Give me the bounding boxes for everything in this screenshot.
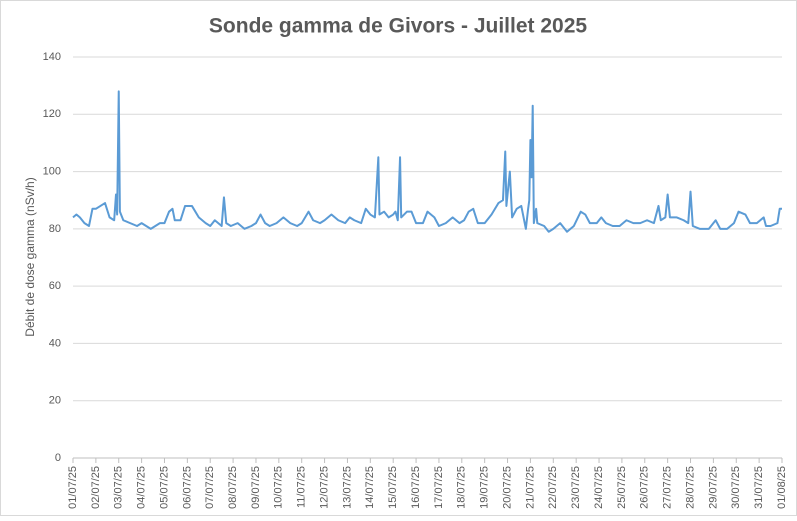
x-tick-label: 26/07/25 xyxy=(639,466,651,509)
x-tick-label: 03/07/25 xyxy=(113,466,125,509)
x-tick-label: 31/07/25 xyxy=(753,466,765,509)
x-tick-label: 22/07/25 xyxy=(547,466,559,509)
y-tick-label: 60 xyxy=(49,280,61,292)
x-tick-label: 24/07/25 xyxy=(593,466,605,509)
x-tick-label: 17/07/25 xyxy=(433,466,445,509)
x-tick-label: 11/07/25 xyxy=(296,466,308,508)
x-tick-label: 19/07/25 xyxy=(479,466,491,509)
x-tick-label: 07/07/25 xyxy=(204,466,216,509)
x-tick-label: 29/07/25 xyxy=(707,466,719,509)
x-tick-label: 23/07/25 xyxy=(570,466,582,509)
x-tick-label: 05/07/25 xyxy=(158,466,170,509)
x-tick-label: 13/07/25 xyxy=(341,466,353,509)
x-tick-label: 10/07/25 xyxy=(273,466,285,509)
data-line xyxy=(72,90,782,233)
y-tick-label: 40 xyxy=(49,337,61,349)
y-tick-label: 80 xyxy=(49,223,61,235)
x-tick-label: 28/07/25 xyxy=(684,466,696,509)
y-tick-label: 0 xyxy=(55,452,61,464)
x-tick-label: 08/07/25 xyxy=(227,466,239,509)
y-tick-label: 20 xyxy=(49,395,61,407)
x-tick-label: 02/07/25 xyxy=(90,466,102,509)
x-tick-label: 14/07/25 xyxy=(364,466,376,509)
x-tick-label: 15/07/25 xyxy=(387,466,399,509)
x-tick-label: 30/07/25 xyxy=(730,466,742,509)
y-tick-label: 140 xyxy=(43,51,61,63)
x-tick-label: 12/07/25 xyxy=(318,466,330,509)
chart-title: Sonde gamma de Givors - Juillet 2025 xyxy=(209,15,587,38)
x-tick-label: 20/07/25 xyxy=(501,466,513,509)
x-tick-label: 06/07/25 xyxy=(181,466,193,509)
x-tick-label: 25/07/25 xyxy=(616,466,628,509)
x-tick-label: 01/07/25 xyxy=(67,466,79,509)
y-tick-label: 100 xyxy=(43,165,61,177)
y-tick-label: 120 xyxy=(43,108,61,120)
x-tick-label: 01/08/25 xyxy=(776,466,788,509)
x-tick-label: 27/07/25 xyxy=(662,466,674,509)
x-tick-label: 18/07/25 xyxy=(456,466,468,509)
x-tick-label: 04/07/25 xyxy=(136,466,148,509)
x-tick-label: 21/07/25 xyxy=(524,466,536,509)
y-axis-label: Débit de dose gamma (nSv/h) xyxy=(23,177,37,336)
x-tick-label: 09/07/25 xyxy=(250,466,262,509)
x-tick-label: 16/07/25 xyxy=(410,466,422,509)
